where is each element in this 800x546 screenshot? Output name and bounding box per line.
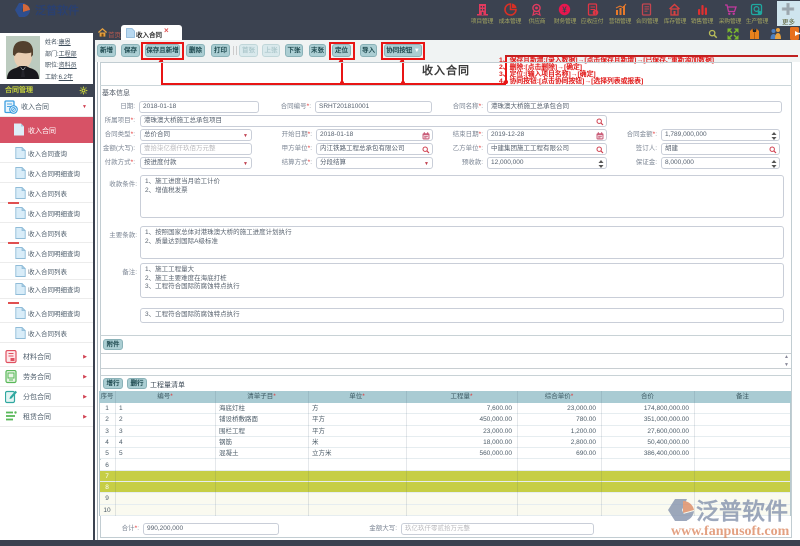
svg-text:泛普软件: 泛普软件 bbox=[35, 3, 79, 17]
svg-text:!: ! bbox=[595, 10, 596, 15]
svg-text:¥: ¥ bbox=[562, 5, 567, 14]
svg-text:泛普软件: 泛普软件 bbox=[696, 498, 788, 524]
svg-text:www.fanpusoft.com: www.fanpusoft.com bbox=[671, 524, 790, 538]
